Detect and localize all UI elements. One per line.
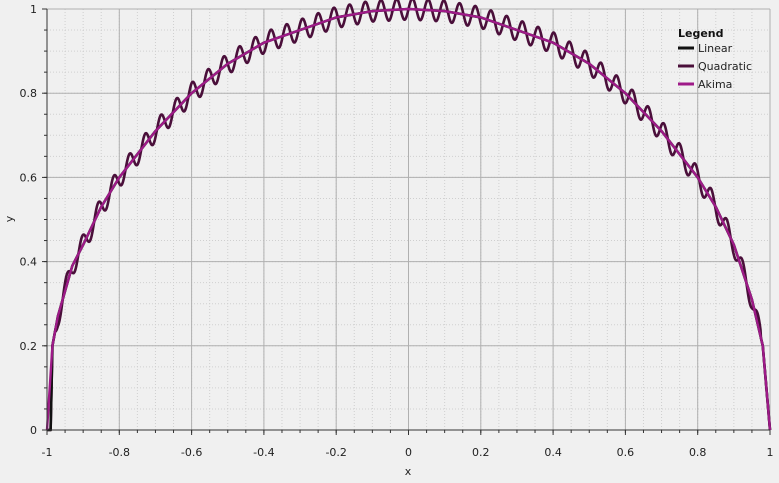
y-axis-title: y (3, 215, 16, 222)
x-tick-label: -0.6 (181, 446, 202, 459)
x-tick-label: -0.8 (109, 446, 130, 459)
x-tick-label: -0.4 (253, 446, 274, 459)
y-axis-ticks: 0 0.2 0.4 0.6 0.8 1 (20, 3, 47, 437)
x-tick-label: 1 (767, 446, 774, 459)
x-axis-title: x (405, 465, 412, 478)
legend-label-akima: Akima (698, 78, 732, 91)
x-tick-label: 0.4 (544, 446, 562, 459)
x-tick-label: 0.8 (689, 446, 707, 459)
series-line-akima (45, 7, 772, 431)
legend-label-quadratic: Quadratic (698, 60, 752, 73)
y-tick-label: 0 (30, 424, 37, 437)
legend-title: Legend (678, 27, 724, 40)
series-layer (45, 0, 772, 432)
y-tick-label: 1 (30, 3, 37, 16)
x-tick-label: -1 (42, 446, 53, 459)
y-tick-label: 0.4 (20, 256, 38, 269)
y-tick-label: 0.6 (20, 171, 38, 184)
x-axis-ticks: -1 -0.8 -0.6 -0.4 -0.2 0 0.2 0.4 0.6 0.8 1 (42, 430, 774, 459)
y-tick-label: 0.2 (20, 340, 38, 353)
legend-label-linear: Linear (698, 42, 733, 55)
x-tick-label: 0.6 (617, 446, 635, 459)
y-tick-label: 0.8 (20, 87, 38, 100)
x-tick-label: 0.2 (472, 446, 490, 459)
legend: Legend Linear Quadratic Akima (678, 27, 752, 91)
x-tick-label: -0.2 (325, 446, 346, 459)
x-tick-label: 0 (405, 446, 412, 459)
